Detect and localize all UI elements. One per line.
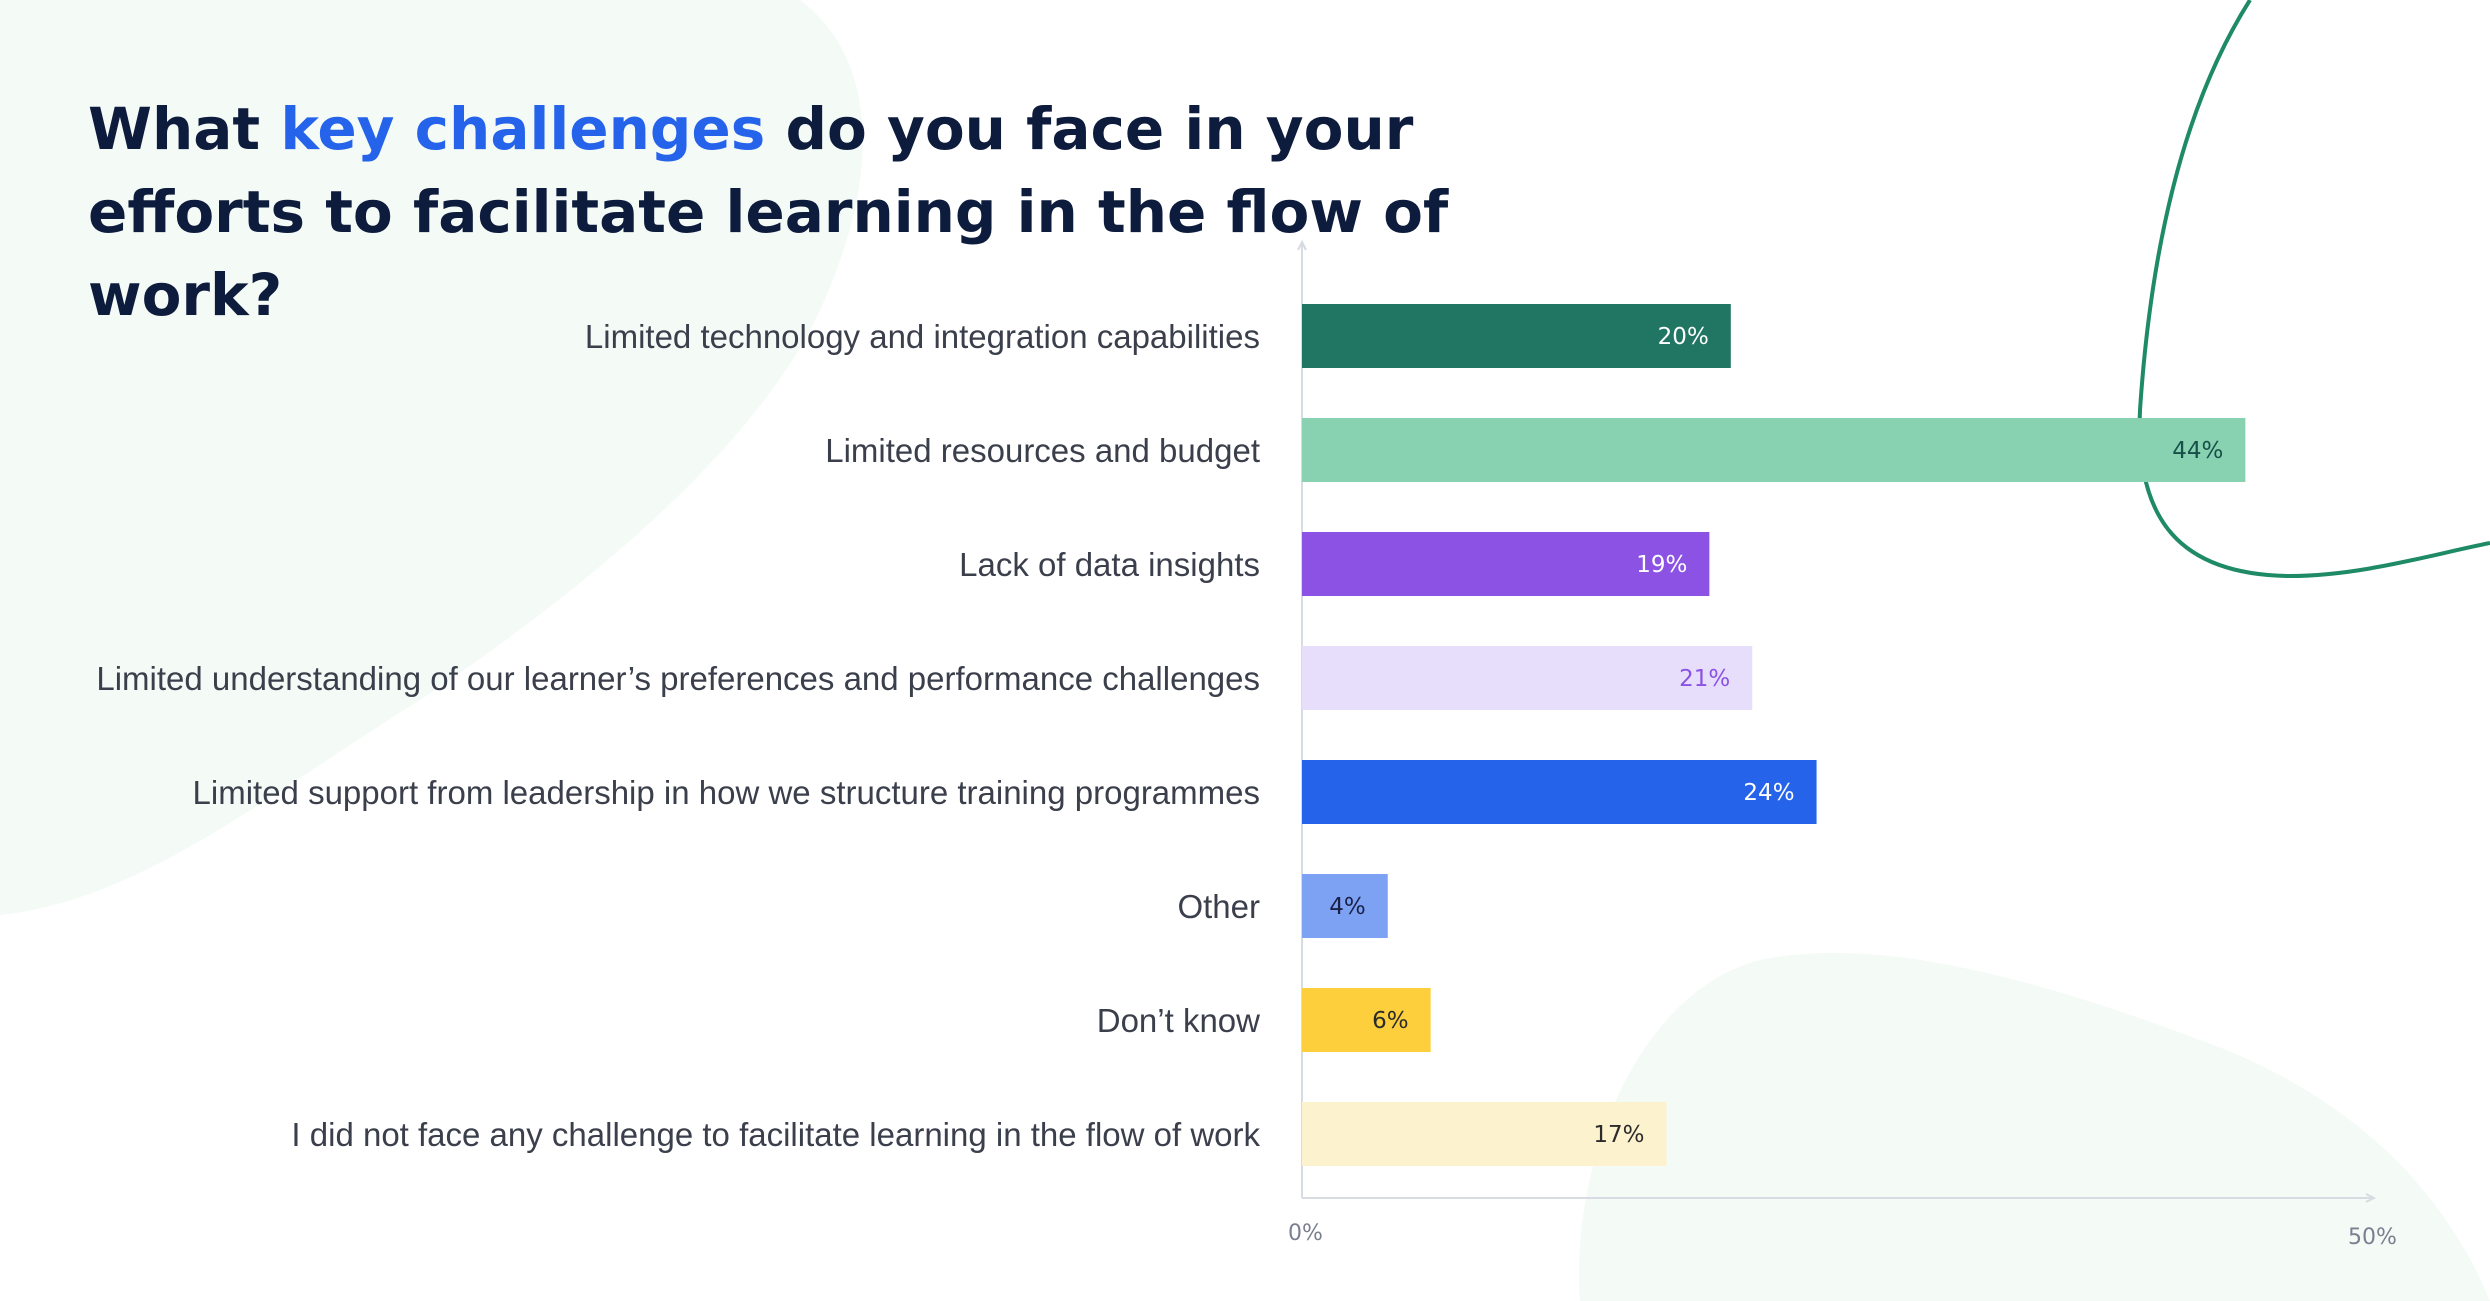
background-blob-bottom [1579, 952, 2490, 1301]
bar-1 [1302, 304, 1731, 368]
chart-bars [1302, 304, 2246, 1166]
category-label-8: I did not face any challenge to facilita… [291, 1116, 1260, 1153]
bar-8 [1302, 1102, 1667, 1166]
category-label-1: Limited technology and integration capab… [585, 318, 1260, 355]
bar-3 [1302, 532, 1710, 596]
x-axis-arrow [2365, 1193, 2377, 1203]
category-label-6: Other [1177, 888, 1260, 925]
category-label-4: Limited understanding of our learner’s p… [96, 660, 1260, 697]
y-axis-arrow [1297, 239, 1307, 251]
x-tick-label-max: 50% [2348, 1225, 2397, 1250]
bar-value-label-7: 6% [1372, 1008, 1409, 1034]
background-blob-left [0, 0, 863, 915]
chart-title: What key challenges do you face in your … [88, 88, 1508, 337]
bar-value-label-6: 4% [1329, 894, 1366, 920]
category-label-5: Limited support from leadership in how w… [193, 774, 1260, 811]
bar-value-label-8: 17% [1593, 1122, 1644, 1148]
title-text-end: do you face in your efforts to facilitat… [88, 95, 1449, 329]
chart-labels: 20% Limited technology and integration ca… [96, 318, 2223, 1153]
decorative-curve [2137, 0, 2490, 579]
bar-2 [1302, 418, 2246, 482]
category-label-3: Lack of data insights [959, 546, 1260, 583]
title-text-start: What [88, 95, 281, 163]
bar-7 [1302, 988, 1431, 1052]
bar-value-label-3: 19% [1636, 552, 1687, 578]
bar-4 [1302, 646, 1753, 710]
bar-value-label-5: 24% [1743, 780, 1794, 806]
x-tick-label-min: 0% [1288, 1221, 1323, 1246]
title-highlight: key challenges [280, 95, 766, 163]
bar-5 [1302, 760, 1817, 824]
bar-6 [1302, 874, 1388, 938]
category-label-7: Don’t know [1097, 1002, 1260, 1039]
bar-value-label-2: 44% [2172, 438, 2223, 464]
bar-value-label-1: 20% [1658, 324, 1709, 350]
category-label-2: Limited resources and budget [825, 432, 1260, 469]
bar-value-label-4: 21% [1679, 666, 1730, 692]
chart-axes: 0% 50% [1288, 239, 2397, 1250]
